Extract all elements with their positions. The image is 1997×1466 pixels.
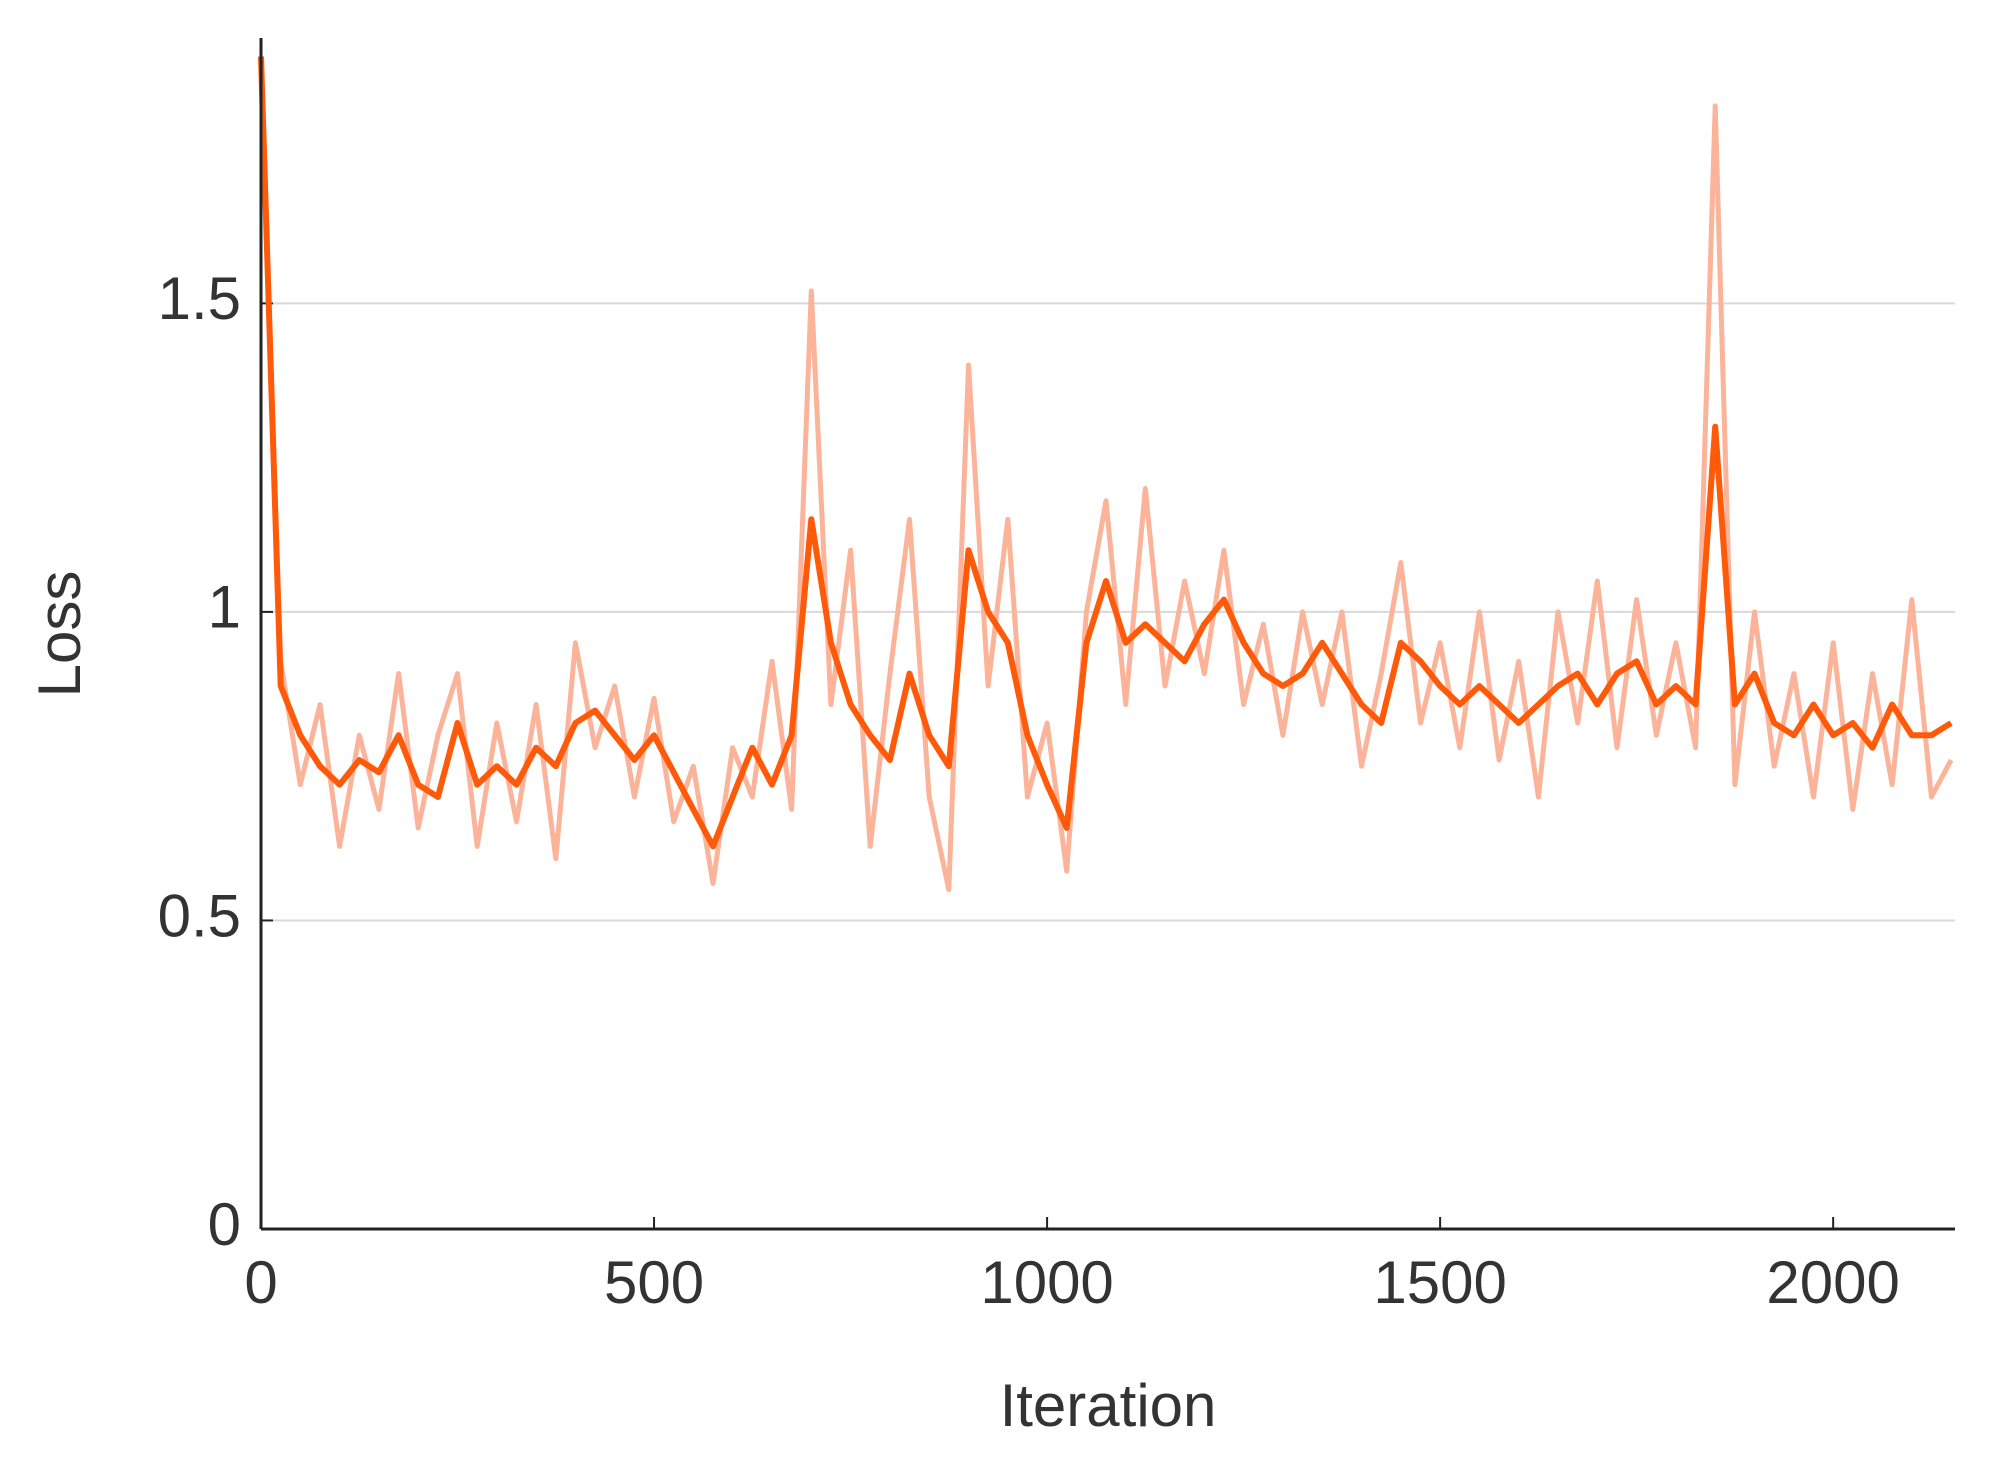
x-axis-label: Iteration <box>1000 1372 1217 1439</box>
loss-line <box>258 56 1953 850</box>
x-tick-label: 1000 <box>980 1249 1113 1316</box>
y-tick-label: 0 <box>208 1191 241 1258</box>
x-tick-label: 2000 <box>1766 1249 1899 1316</box>
y-tick-label: 1 <box>208 574 241 641</box>
loss-line <box>258 68 1954 893</box>
y-tick-label: 0.5 <box>158 882 241 949</box>
x-tick-label: 0 <box>244 1249 277 1316</box>
x-tick-label: 500 <box>604 1249 704 1316</box>
x-tick-label: 1500 <box>1373 1249 1506 1316</box>
y-tick-label: 1.5 <box>158 265 241 332</box>
y-axis-label: Loss <box>26 571 93 698</box>
